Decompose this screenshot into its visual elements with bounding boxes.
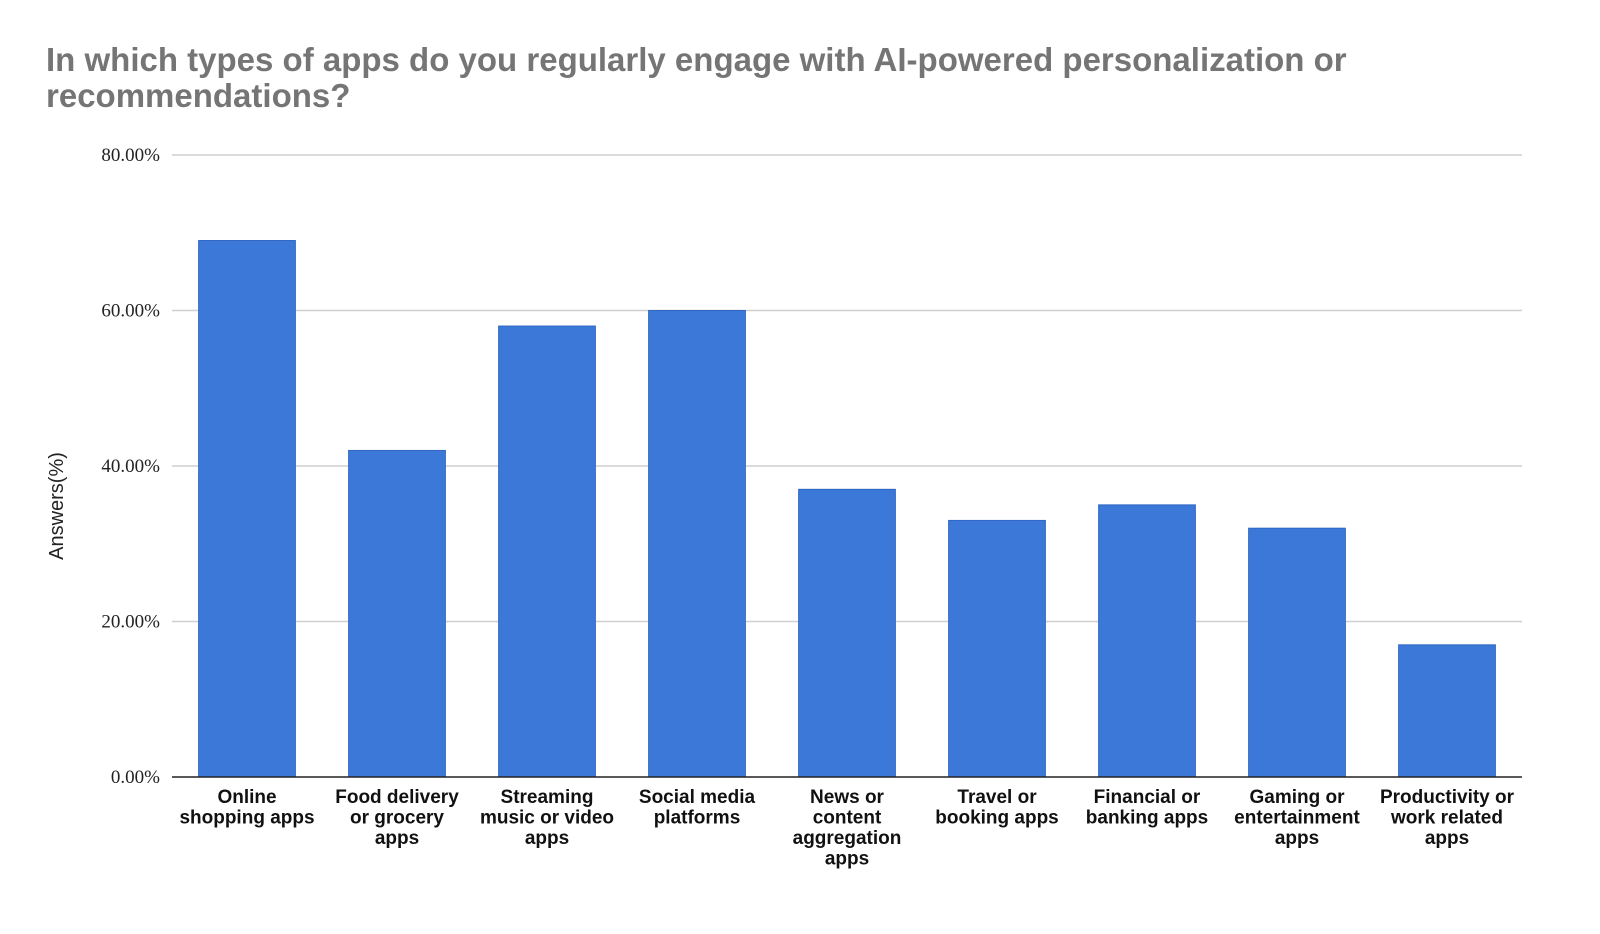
bar [1098,504,1196,778]
chart-title: In which types of apps do you regularly … [46,41,1347,114]
x-category-label: Streaming music or video apps [480,787,614,849]
y-axis-ticks: 0.00% 20.00% 40.00% 60.00% 80.00% [101,145,160,788]
x-category-label: Gaming or entertainment apps [1234,787,1360,849]
y-tick-label: 20.00% [101,612,160,633]
x-category-label: Online shopping apps [179,787,314,829]
bar [648,310,746,778]
y-tick-label: 0.00% [111,767,160,788]
y-axis-label: Answers(%) [46,452,68,560]
bar [1248,527,1346,778]
bars [198,240,1496,778]
y-tick-label: 60.00% [101,301,160,322]
x-category-label: Productivity or work related apps [1380,787,1515,849]
bar [1398,644,1496,778]
x-category-label: Travel or booking apps [935,787,1059,829]
y-tick-label: 40.00% [101,456,160,477]
x-category-label: Social media platforms [639,787,756,829]
x-axis-categories: Online shopping apps Food delivery or groce… [179,787,1514,870]
bar [498,325,596,778]
bar [348,449,446,778]
y-tick-label: 80.00% [101,145,160,166]
x-category-label: News or content aggregation apps [793,787,902,870]
x-category-label: Food delivery or grocery apps [335,787,459,849]
bar [948,519,1046,778]
bar [198,240,296,778]
x-category-label: Financial or banking apps [1086,787,1208,829]
bar [798,488,896,778]
